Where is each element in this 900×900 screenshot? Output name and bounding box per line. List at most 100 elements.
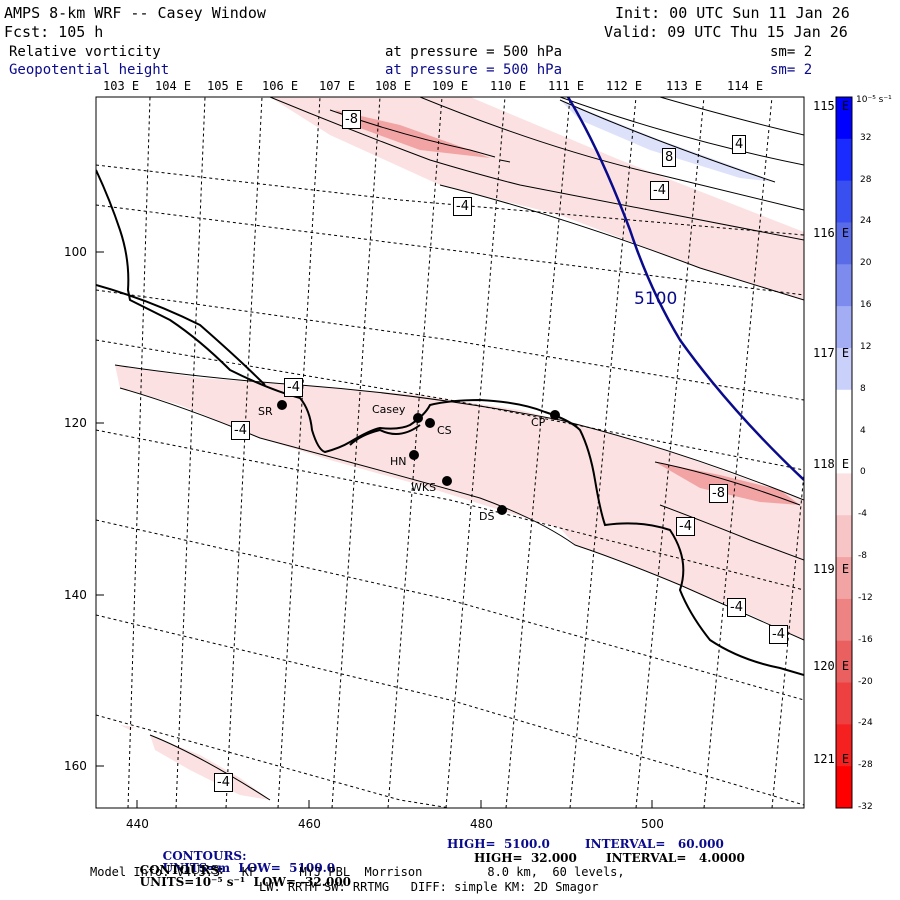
colorbar-tick-label: -20 <box>858 676 873 687</box>
footer-model-info: Model Info: V4.3.3 KF MYJ PBL Morrison 8… <box>90 865 625 879</box>
contour-label: 8 <box>662 148 677 167</box>
x-tick-label: 500 <box>641 817 664 831</box>
y-tick-label: 100 <box>64 245 87 259</box>
lon-label: 108 E <box>375 79 412 93</box>
colorbar-tick-label: 20 <box>860 258 872 269</box>
colorbar-tick-label: -32 <box>858 802 873 812</box>
colorbar-swatch <box>836 682 852 725</box>
axis-ticks <box>96 251 653 808</box>
vorticity-shade-right-streak <box>655 462 800 505</box>
map-frame <box>95 96 805 809</box>
field1-level: at pressure = 500 hPa <box>385 44 563 60</box>
lon-label: 106 E <box>262 79 299 93</box>
colorbar-tick-label: 28 <box>860 174 872 185</box>
colorbar-swatch <box>836 222 852 265</box>
station-label-sr: SR <box>258 405 273 418</box>
station-label-hn: HN <box>390 455 407 468</box>
colorbar-tick-label: 32 <box>860 132 872 143</box>
colorbar-swatch <box>836 180 852 223</box>
contour-label: -4 <box>214 773 233 792</box>
colorbar-swatch <box>836 431 852 474</box>
footer-contours-prefix: CONTOURS: <box>139 863 224 877</box>
colorbar-tick-label: 8 <box>860 383 866 394</box>
colorbar-unit: 10⁻⁵ s⁻¹ <box>856 95 892 105</box>
footer-contours-units: UNITS=10⁻⁵ s⁻¹ LOW= -32.000 <box>139 875 352 889</box>
colorbar-swatch <box>836 640 852 684</box>
colorbar-swatch <box>836 138 852 182</box>
colorbar-swatch <box>836 306 852 349</box>
lon-label-right: 116 E <box>813 226 850 240</box>
vorticity-contours <box>114 97 804 801</box>
station-label-cp: CP <box>531 416 546 429</box>
footer-vorticity-interval: INTERVAL= 4.0000 <box>606 851 745 865</box>
colorbar-swatch <box>836 515 852 558</box>
lon-label-right: 119 E <box>813 562 850 576</box>
footer-height-contours: CONTOURS: UNITS=m LOW= 5100.0 <box>155 838 335 874</box>
field1-name: Relative vorticity <box>9 44 161 60</box>
x-tick-label: 440 <box>126 817 149 831</box>
colorbar-swatch <box>836 557 852 600</box>
footer-contours-units: UNITS=m LOW= 5100.0 <box>162 861 336 875</box>
colorbar-swatch <box>836 766 852 809</box>
footer-physics: LW: RRTM SW: RRTMG DIFF: simple KM: 2D S… <box>259 880 599 894</box>
footer-vorticity-high: HIGH= 32.000 <box>474 851 577 865</box>
lon-label: 107 E <box>319 79 356 93</box>
station-label-ds: DS <box>479 510 495 523</box>
colorbar-tick-label: -4 <box>858 509 867 520</box>
contour-label: -4 <box>769 625 788 644</box>
vorticity-shade-main-band <box>115 365 804 640</box>
product-title: AMPS 8-km WRF -- Casey Window <box>4 4 266 22</box>
colorbar-tick-label: 4 <box>860 425 866 436</box>
field1-smooth: sm= 2 <box>770 44 813 60</box>
x-tick-label: 460 <box>298 817 321 831</box>
forecast-hour: Fcst: 105 h <box>4 23 104 41</box>
colorbar-tick-label: 16 <box>860 300 872 311</box>
colorbar-swatch <box>836 724 852 767</box>
contour-label: -4 <box>284 378 303 397</box>
colorbar-swatch <box>836 598 852 642</box>
colorbar-tick-label: 24 <box>860 216 872 227</box>
lon-label-right: 120 E <box>813 659 850 673</box>
vorticity-shade-lower-small <box>120 725 135 730</box>
contour-label: -4 <box>676 517 695 536</box>
station-dots <box>277 400 560 515</box>
coastline <box>96 169 804 676</box>
contour-label: 4 <box>732 135 747 154</box>
field2-name: Geopotential height <box>9 62 170 78</box>
contour-label: -8 <box>709 484 728 503</box>
field2-level: at pressure = 500 hPa <box>385 62 563 78</box>
contour-label: -4 <box>231 421 250 440</box>
colorbar-tick-label: -16 <box>858 634 873 645</box>
station-label-wks: WKS <box>411 481 437 494</box>
x-tick-label: 480 <box>470 817 493 831</box>
lon-label: 111 E <box>548 79 585 93</box>
footer-vorticity-contours: CONTOURS: UNITS=10⁻⁵ s⁻¹ LOW= -32.000 <box>132 852 351 888</box>
footer-height-interval: INTERVAL= 60.000 <box>585 837 724 851</box>
contour-label: -4 <box>727 598 746 617</box>
field2-smooth: sm= 2 <box>770 62 813 78</box>
colorbar <box>835 96 853 809</box>
contour-label: -4 <box>650 181 669 200</box>
colorbar-tick-label: -8 <box>858 551 867 562</box>
colorbar-swatch <box>836 389 852 433</box>
y-tick-label: 140 <box>64 588 87 602</box>
latitude-gridlines <box>96 164 804 808</box>
colorbar-tick-label: -12 <box>858 592 873 603</box>
lon-label-right: 121 E <box>813 752 850 766</box>
station-label-cs: CS <box>437 424 452 437</box>
lon-label: 104 E <box>155 79 192 93</box>
colorbar-swatch <box>836 97 852 140</box>
lon-label: 105 E <box>207 79 244 93</box>
colorbar-swatch <box>836 264 852 307</box>
colorbar-swatch <box>836 347 852 391</box>
y-tick-label: 120 <box>64 416 87 430</box>
lon-label: 112 E <box>606 79 643 93</box>
y-tick-label: 160 <box>64 759 87 773</box>
vorticity-shade-upper-band <box>270 97 804 300</box>
colorbar-tick-label: 12 <box>860 341 872 352</box>
lon-label: 114 E <box>727 79 764 93</box>
colorbar-tick-label: -28 <box>858 760 873 771</box>
contour-label: -8 <box>342 110 361 129</box>
lon-label-right: 115 E <box>813 99 850 113</box>
